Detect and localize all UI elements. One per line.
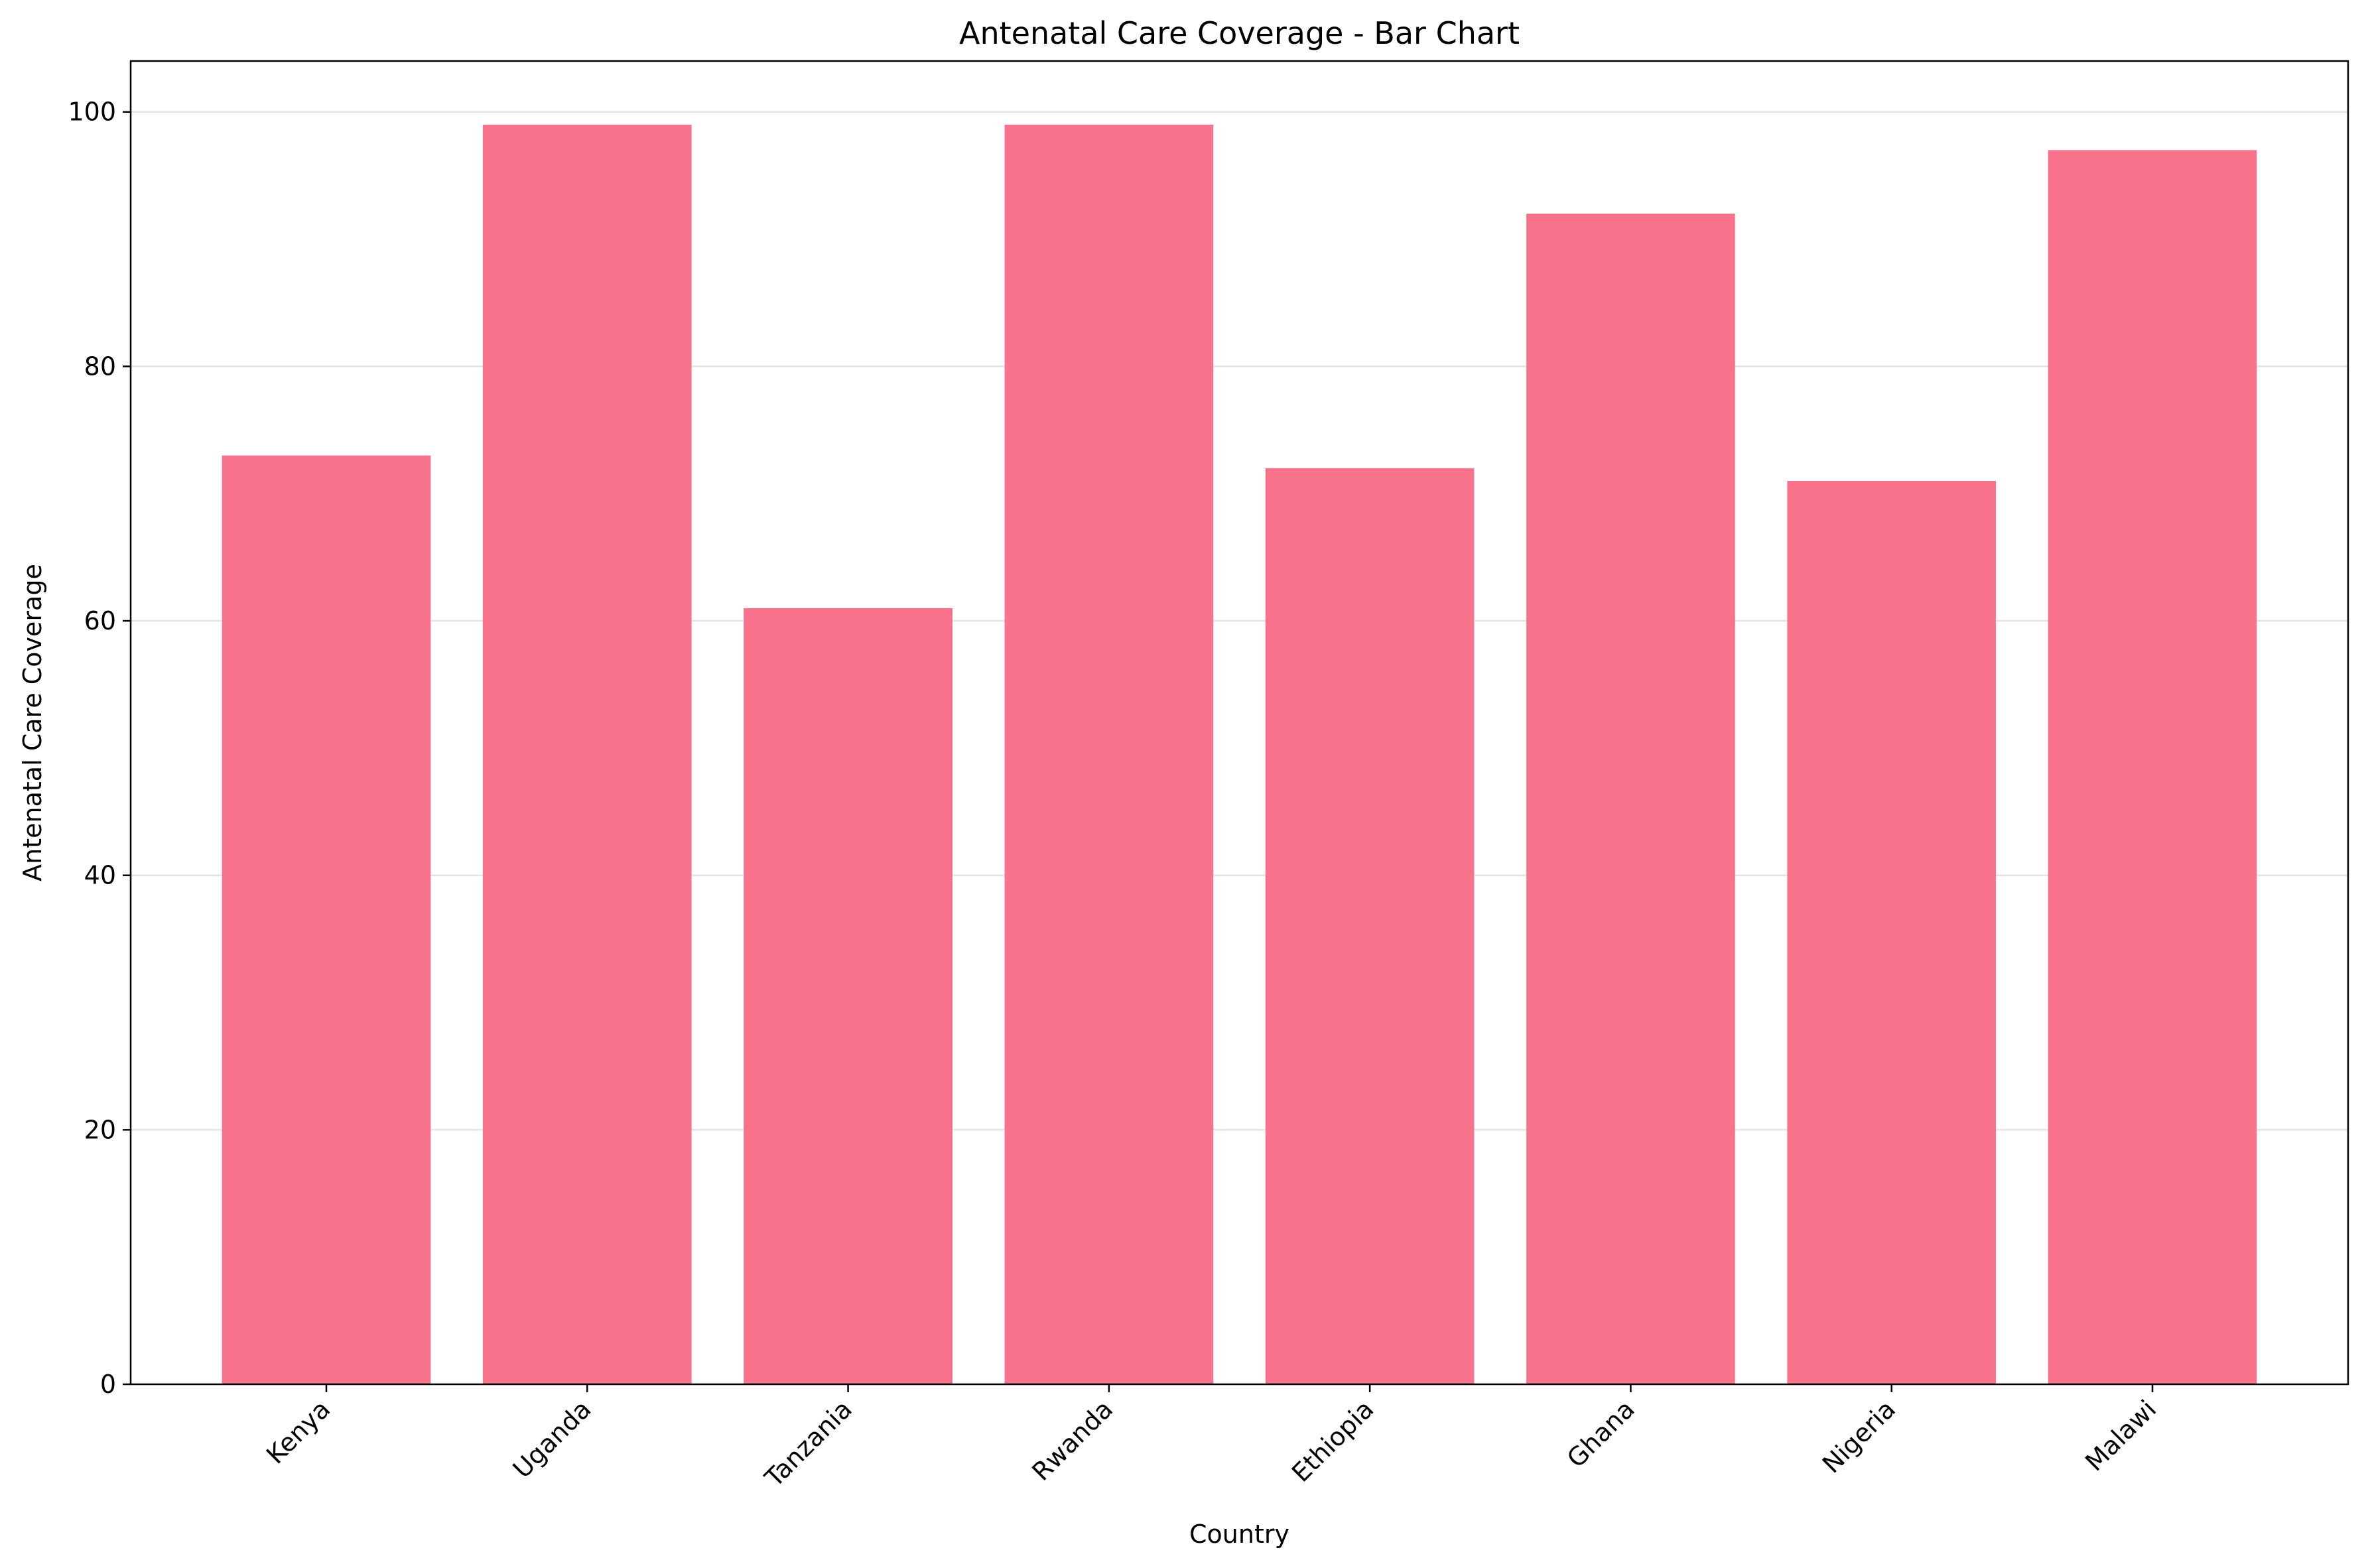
x-tick-label: Malawi xyxy=(2079,1394,2162,1476)
y-axis: 0 20 40 60 80 100 xyxy=(68,98,131,1399)
x-tick-label: Tanzania xyxy=(759,1394,858,1493)
y-tick-label: 0 xyxy=(100,1370,116,1399)
plot-frame xyxy=(129,60,2349,1386)
grid-lines xyxy=(131,111,2348,1131)
chart-title: Antenatal Care Coverage - Bar Chart xyxy=(959,15,1520,51)
bar-ghana xyxy=(1526,214,1735,1384)
x-tick-label: Ethiopia xyxy=(1286,1394,1380,1488)
bars-group xyxy=(222,124,2257,1385)
x-tick-label: Ghana xyxy=(1561,1394,1640,1473)
x-axis-label: Country xyxy=(1189,1520,1289,1549)
y-tick-label: 100 xyxy=(68,98,116,127)
bar-nigeria xyxy=(1787,481,1997,1385)
bar-tanzania xyxy=(744,608,953,1385)
bar-kenya xyxy=(222,455,431,1384)
x-tick-label: Kenya xyxy=(261,1394,336,1469)
y-tick-label: 40 xyxy=(84,861,116,890)
bar-malawi xyxy=(2048,150,2257,1385)
y-tick-label: 80 xyxy=(84,352,116,381)
x-tick-label: Rwanda xyxy=(1026,1394,1118,1486)
bar-uganda xyxy=(482,124,692,1385)
y-tick-label: 20 xyxy=(84,1115,116,1144)
bar-rwanda xyxy=(1004,124,1214,1385)
y-tick-label: 60 xyxy=(84,606,116,635)
y-axis-label: Antenatal Care Coverage xyxy=(18,564,47,882)
x-axis: Kenya Uganda Tanzania Rwanda Ethiopia Ghana Ni… xyxy=(261,1384,2162,1493)
x-tick-label: Uganda xyxy=(507,1394,597,1484)
bar-ethiopia xyxy=(1265,468,1475,1384)
x-tick-label: Nigeria xyxy=(1817,1394,1901,1478)
